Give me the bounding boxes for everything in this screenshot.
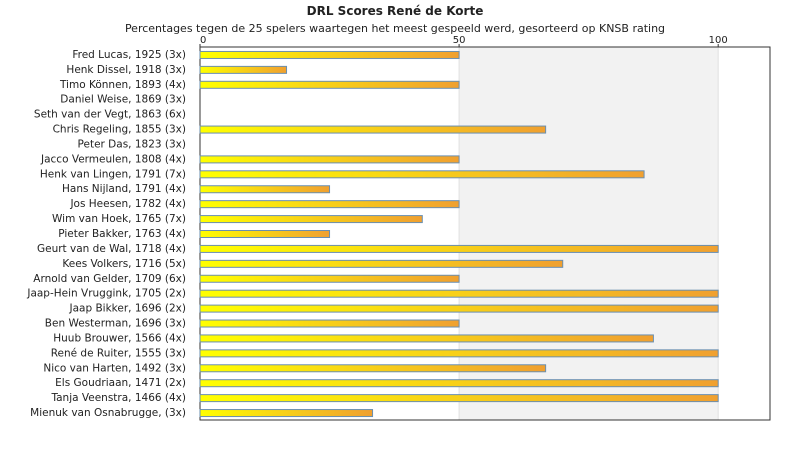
category-label: Geurt van de Wal, 1718 (4x): [37, 243, 186, 255]
background-band: [459, 47, 719, 420]
category-label: Pieter Bakker, 1763 (4x): [58, 228, 186, 240]
category-label: Timo Können, 1893 (4x): [59, 79, 186, 91]
bar: [199, 349, 719, 358]
chart-subtitle: Percentages tegen de 25 spelers waartege…: [124, 22, 666, 35]
bar: [199, 170, 645, 179]
bar: [199, 244, 719, 253]
bar: [199, 364, 547, 373]
category-label: Mienuk van Osnabrugge, (3x): [30, 407, 186, 419]
bar: [199, 289, 719, 298]
category-label: Huub Brouwer, 1566 (4x): [53, 332, 186, 344]
bar: [199, 379, 719, 388]
category-label: Tanja Veenstra, 1466 (4x): [50, 392, 186, 404]
bar: [199, 215, 423, 224]
bar: [199, 200, 460, 209]
category-label: Kees Volkers, 1716 (5x): [62, 258, 186, 270]
category-label: Daniel Weise, 1869 (3x): [60, 94, 186, 106]
bar: [199, 155, 460, 164]
category-label: René de Ruiter, 1555 (3x): [51, 347, 186, 359]
bar: [199, 65, 288, 74]
bar: [199, 394, 719, 403]
bar: [199, 80, 460, 89]
bar: [199, 409, 374, 418]
category-label: Nico van Harten, 1492 (3x): [43, 362, 186, 374]
category-label: Wim van Hoek, 1765 (7x): [52, 213, 186, 225]
category-label: Peter Das, 1823 (3x): [78, 138, 186, 150]
category-label: Henk Dissel, 1918 (3x): [66, 64, 186, 76]
bar: [199, 274, 460, 283]
category-label: Fred Lucas, 1925 (3x): [72, 49, 186, 61]
category-label: Arnold van Gelder, 1709 (6x): [33, 273, 186, 285]
x-tick-label: 50: [453, 35, 466, 46]
bar: [199, 185, 331, 194]
bar: [199, 50, 460, 59]
category-label: Hans Nijland, 1791 (4x): [62, 183, 186, 195]
category-label: Jacco Vermeulen, 1808 (4x): [40, 153, 186, 165]
category-label: Jos Heesen, 1782 (4x): [69, 198, 186, 210]
category-label: Seth van der Vegt, 1863 (6x): [34, 109, 186, 121]
bar: [199, 230, 331, 238]
category-label: Henk van Lingen, 1791 (7x): [40, 168, 186, 180]
category-label: Jaap Bikker, 1696 (2x): [69, 303, 186, 315]
category-label: Els Goudriaan, 1471 (2x): [55, 377, 186, 389]
chart-title: DRL Scores René de Korte: [306, 4, 484, 18]
bar: [199, 259, 564, 268]
bar: [199, 304, 719, 313]
bar: [199, 334, 654, 343]
bar: [199, 319, 460, 328]
category-label: Chris Regeling, 1855 (3x): [53, 124, 186, 136]
category-label: Ben Westerman, 1696 (3x): [45, 318, 186, 330]
x-tick-label: 100: [709, 35, 728, 46]
bar: [199, 125, 547, 134]
x-tick-label: 0: [200, 35, 206, 46]
category-label: Jaap-Hein Vruggink, 1705 (2x): [26, 288, 186, 300]
